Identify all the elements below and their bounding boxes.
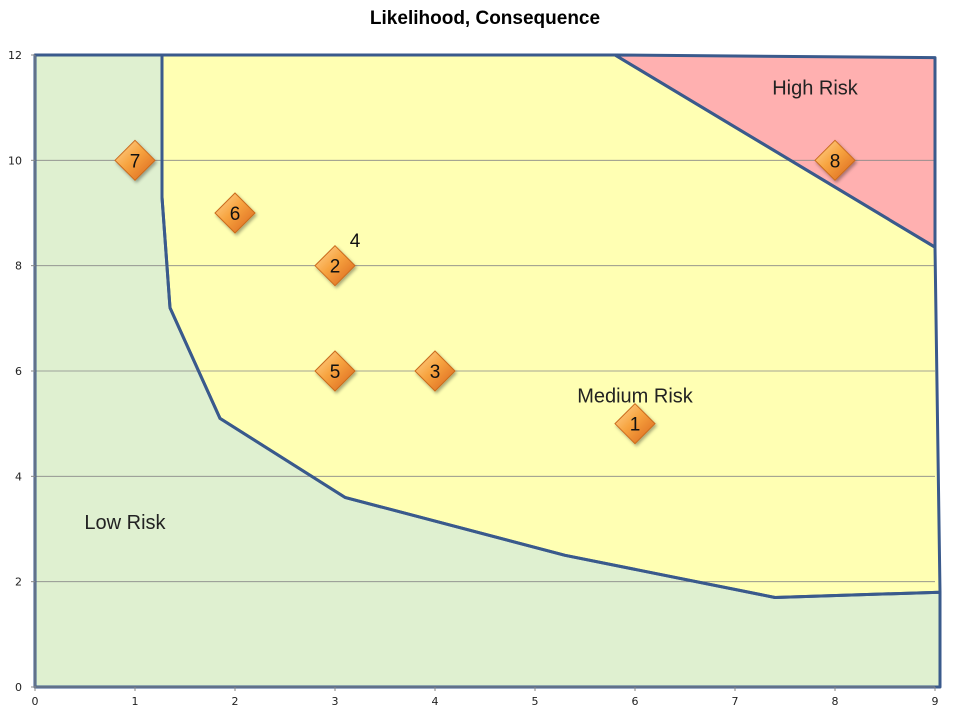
annotation-4: 4 bbox=[350, 231, 361, 252]
diamond-marker bbox=[314, 350, 356, 392]
data-label: 1 bbox=[630, 415, 641, 436]
low-risk-region bbox=[35, 55, 940, 687]
x-tick-label-4: 4 bbox=[432, 695, 439, 708]
data-label: 8 bbox=[830, 151, 841, 172]
diamond-marker bbox=[114, 139, 156, 182]
region-boundaries bbox=[33, 53, 942, 689]
medium-risk-label: Medium Risk bbox=[577, 386, 694, 408]
y-tick-label-10: 10 bbox=[8, 154, 22, 167]
x-tick-label-6: 6 bbox=[632, 695, 639, 708]
y-tick-label-12: 12 bbox=[8, 49, 22, 62]
y-tick-label-2: 2 bbox=[15, 576, 22, 589]
x-tick-label-3: 3 bbox=[332, 695, 339, 708]
low-risk-label: Low Risk bbox=[84, 512, 166, 534]
data-label: 6 bbox=[230, 204, 241, 225]
diamond-marker bbox=[214, 192, 256, 234]
diamond-marker bbox=[314, 244, 356, 287]
x-tick-label-1: 1 bbox=[132, 695, 139, 708]
x-tick-label-5: 5 bbox=[532, 695, 539, 708]
medium-risk-region bbox=[162, 55, 940, 598]
diamond-marker bbox=[414, 350, 456, 392]
region-labels: Low Risk Medium Risk High Risk bbox=[84, 78, 858, 535]
data-label: 7 bbox=[130, 151, 141, 172]
data-point-6: 6 bbox=[214, 192, 256, 234]
data-label: 2 bbox=[330, 257, 341, 278]
data-point-8: 8 bbox=[814, 139, 856, 182]
gridlines bbox=[35, 159, 935, 583]
chart-title: Likelihood, Consequence bbox=[370, 8, 600, 29]
x-tick-label-9: 9 bbox=[932, 695, 939, 708]
x-tick-label-0: 0 bbox=[32, 695, 39, 708]
data-points: 7 6 2 5 3 1 8 4 bbox=[114, 139, 856, 445]
data-label: 3 bbox=[430, 362, 441, 383]
y-tick-label-0: 0 bbox=[15, 681, 22, 694]
y-tick-label-6: 6 bbox=[15, 365, 22, 378]
data-point-1: 1 bbox=[614, 402, 656, 445]
high-risk-label: High Risk bbox=[772, 78, 859, 100]
x-tick-label-7: 7 bbox=[732, 695, 739, 708]
data-point-2: 2 bbox=[314, 244, 356, 287]
data-point-5: 5 bbox=[314, 350, 356, 392]
diamond-marker bbox=[814, 139, 856, 182]
diamond-marker bbox=[614, 402, 656, 445]
x-tick-label-2: 2 bbox=[232, 695, 239, 708]
high-risk-boundary bbox=[613, 53, 937, 249]
data-label: 5 bbox=[330, 362, 341, 383]
y-tick-label-8: 8 bbox=[15, 260, 22, 273]
x-tick-label-8: 8 bbox=[832, 695, 839, 708]
y-tick-label-4: 4 bbox=[15, 470, 22, 483]
data-point-7: 7 bbox=[114, 139, 156, 182]
data-point-3: 3 bbox=[414, 350, 456, 392]
